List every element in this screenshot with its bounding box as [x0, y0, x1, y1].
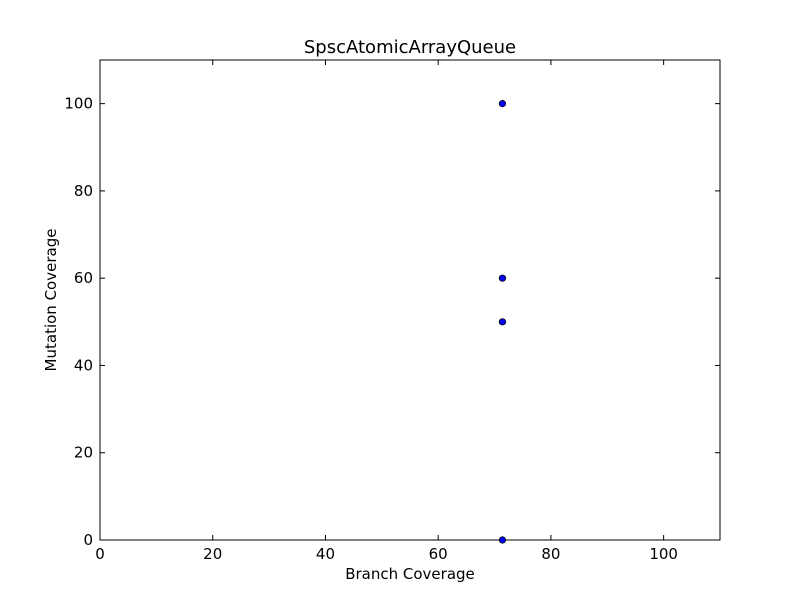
y-axis: 0 20 40 60 80 100 — [64, 95, 720, 549]
x-tick-label: 0 — [95, 545, 105, 563]
y-tick-label: 0 — [83, 531, 93, 549]
x-tick-label: 40 — [316, 545, 335, 563]
x-axis: 0 20 40 60 80 100 — [95, 60, 678, 563]
data-point — [498, 536, 507, 544]
data-point — [498, 274, 507, 282]
y-tick-label: 80 — [74, 182, 93, 200]
x-tick-label: 100 — [649, 545, 678, 563]
y-axis-label: Mutation Coverage — [42, 229, 60, 372]
chart-title: SpscAtomicArrayQueue — [304, 37, 516, 58]
x-tick-label: 60 — [429, 545, 448, 563]
data-points — [498, 100, 507, 544]
x-tick-label: 20 — [203, 545, 222, 563]
data-point — [498, 100, 507, 108]
y-tick-label: 100 — [64, 95, 93, 113]
x-tick-label: 80 — [541, 545, 560, 563]
data-point — [498, 318, 507, 326]
y-tick-label: 20 — [74, 444, 93, 462]
plot-area — [99, 59, 721, 541]
y-tick-label: 60 — [74, 269, 93, 287]
y-tick-label: 40 — [74, 356, 93, 374]
x-axis-label: Branch Coverage — [345, 565, 475, 583]
